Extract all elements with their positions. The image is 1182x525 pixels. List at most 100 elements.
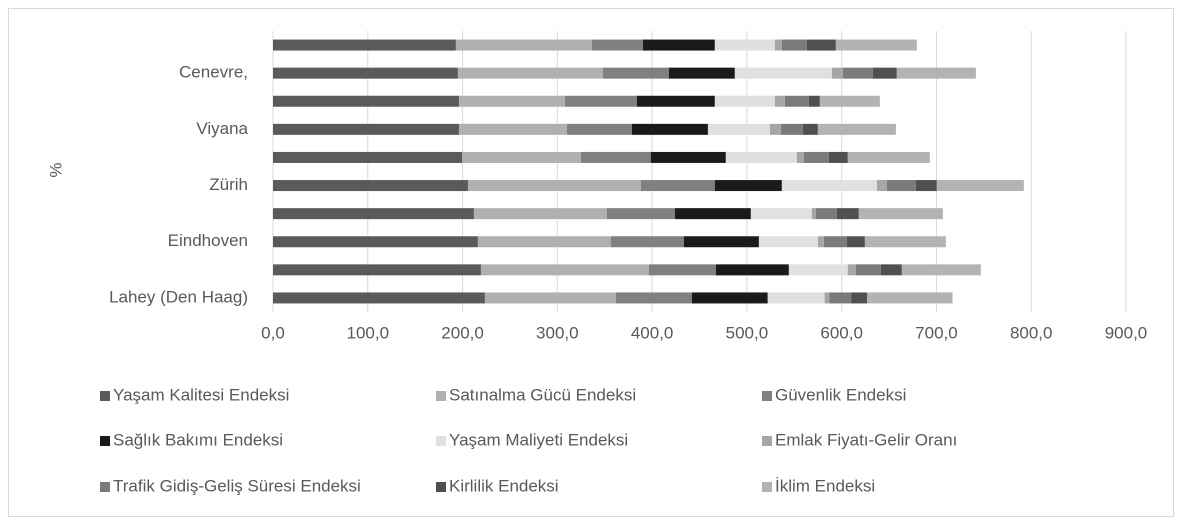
bar-segment — [691, 292, 768, 304]
legend-swatch — [762, 391, 772, 401]
bar-segment — [467, 180, 641, 192]
category-label: Cenevre, — [179, 63, 248, 82]
bar-segment — [880, 264, 902, 276]
x-tick-label: 600,0 — [820, 323, 863, 342]
legend-label: Yaşam Kalitesi Endeksi — [113, 385, 289, 404]
bar-segment — [819, 95, 880, 107]
legend-swatch — [762, 436, 772, 446]
bar-segment — [273, 123, 459, 135]
bar-segment — [707, 123, 770, 135]
x-tick-label: 500,0 — [726, 323, 769, 342]
bar-segment — [273, 180, 468, 192]
legend-label: Satınalma Gücü Endeksi — [449, 385, 636, 404]
bar-segment — [886, 180, 916, 192]
bar-segment — [674, 208, 751, 220]
bar-segment — [817, 236, 824, 248]
x-tick-label: 100,0 — [347, 323, 390, 342]
bar-segment — [564, 95, 637, 107]
x-tick-label: 400,0 — [631, 323, 674, 342]
bar-segment — [767, 292, 825, 304]
category-label: Lahey (Den Haag) — [109, 287, 248, 306]
legend-label: Kirlilik Endeksi — [449, 476, 559, 495]
bar-segment — [855, 264, 881, 276]
bar-segment — [780, 123, 803, 135]
bar-segment — [836, 208, 859, 220]
category-label: Viyana — [196, 119, 248, 138]
bar-segment — [901, 264, 981, 276]
bar-segment — [803, 151, 829, 163]
legend-label: Trafik Gidiş-Geliş Süresi Endeksi — [113, 476, 361, 495]
bar-segment — [815, 208, 837, 220]
bar-segment — [808, 95, 820, 107]
bar-segment — [784, 95, 809, 107]
bar-segment — [714, 95, 775, 107]
legend-swatch — [436, 391, 446, 401]
bar-segment — [566, 123, 632, 135]
bar-segment — [769, 123, 781, 135]
bar-segment — [725, 151, 797, 163]
legend-label: Güvenlik Endeksi — [775, 385, 906, 404]
bar-segment — [915, 180, 937, 192]
bar-segment — [846, 236, 865, 248]
bar-segment — [835, 39, 917, 51]
chart-border — [8, 8, 1174, 517]
bar-segment — [640, 180, 715, 192]
bar-segment — [828, 151, 848, 163]
legend-swatch — [436, 482, 446, 492]
bar-segment — [458, 95, 565, 107]
bar-segment — [758, 236, 818, 248]
bar-segment — [781, 180, 877, 192]
bar-segment — [864, 236, 946, 248]
legend-label: Yaşam Maliyeti Endeksi — [449, 430, 628, 449]
bar-segment — [683, 236, 759, 248]
bar-segment — [273, 39, 456, 51]
x-tick-label: 700,0 — [915, 323, 958, 342]
bar-segment — [936, 180, 1024, 192]
bar-segment — [714, 39, 775, 51]
legend-swatch — [762, 482, 772, 492]
bar-segment — [817, 123, 896, 135]
x-tick-label: 0,0 — [261, 323, 285, 342]
bar-segment — [615, 292, 692, 304]
bar-segment — [734, 67, 832, 79]
bar-segment — [823, 236, 847, 248]
bar-segment — [273, 264, 481, 276]
bar-segment — [273, 67, 458, 79]
bar-segment — [477, 236, 611, 248]
bar-segment — [455, 39, 592, 51]
bar-segment — [781, 39, 807, 51]
bar-segment — [788, 264, 848, 276]
bar-segment — [484, 292, 616, 304]
bar-segment — [602, 67, 669, 79]
legend-label: İklim Endeksi — [775, 476, 875, 495]
x-tick-label: 200,0 — [441, 323, 484, 342]
bar-segment — [273, 95, 459, 107]
bar-segment — [847, 151, 930, 163]
x-tick-label: 300,0 — [536, 323, 579, 342]
bar-segment — [473, 208, 607, 220]
bar-segment — [796, 151, 804, 163]
legend-label: Sağlık Bakımı Endeksi — [113, 430, 283, 449]
bar-segment — [457, 67, 603, 79]
bar-segment — [811, 208, 816, 220]
bar-segment — [636, 95, 715, 107]
bar-segment — [867, 292, 953, 304]
bar-segment — [606, 208, 675, 220]
bar-segment — [591, 39, 643, 51]
category-label: Eindhoven — [168, 231, 248, 250]
bar-segment — [648, 264, 716, 276]
bar-segment — [458, 123, 567, 135]
bar-segment — [774, 95, 785, 107]
bar-segment — [806, 39, 836, 51]
bar-segment — [750, 208, 812, 220]
bar-segment — [802, 123, 818, 135]
bar-segment — [580, 151, 651, 163]
x-tick-label: 800,0 — [1010, 323, 1053, 342]
bar-segment — [461, 151, 581, 163]
legend-swatch — [100, 391, 110, 401]
y-axis-label: % — [46, 162, 65, 177]
bar-segment — [273, 151, 462, 163]
legend-swatch — [100, 436, 110, 446]
bar-segment — [273, 236, 478, 248]
bar-segment — [273, 292, 485, 304]
